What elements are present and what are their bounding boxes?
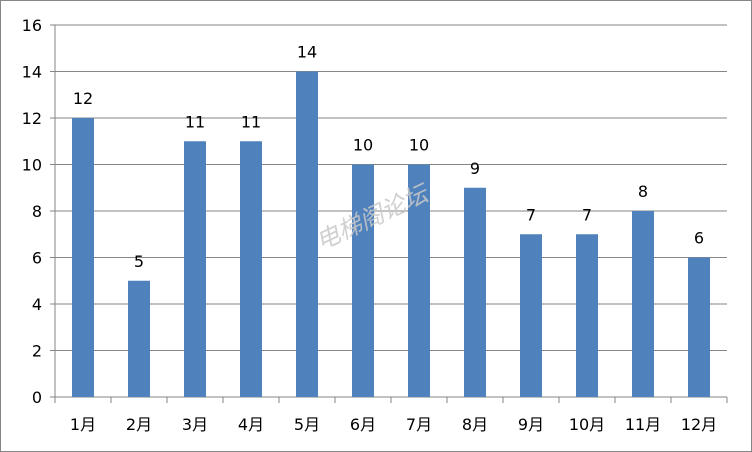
x-tick-label: 1月 xyxy=(70,415,96,434)
bar-8月 xyxy=(464,187,486,397)
data-label: 8 xyxy=(638,182,648,201)
data-label: 7 xyxy=(526,205,536,224)
x-tick-label: 10月 xyxy=(569,415,605,434)
bar-5月 xyxy=(296,71,318,397)
data-label: 9 xyxy=(470,159,480,178)
bar-12月 xyxy=(688,257,710,397)
bar-2月 xyxy=(128,280,150,397)
x-tick-label: 2月 xyxy=(126,415,152,434)
x-tick-label: 7月 xyxy=(406,415,432,434)
x-tick-label: 3月 xyxy=(182,415,208,434)
x-tick-label: 12月 xyxy=(681,415,717,434)
y-tick-label: 6 xyxy=(32,249,42,268)
data-label: 12 xyxy=(73,89,93,108)
x-tick-label: 4月 xyxy=(238,415,264,434)
bar-9月 xyxy=(520,234,542,397)
x-tick-label: 6月 xyxy=(350,415,376,434)
bar-3月 xyxy=(184,141,206,397)
y-tick-label: 10 xyxy=(22,156,42,175)
bar-11月 xyxy=(632,211,654,397)
x-tick-label: 5月 xyxy=(294,415,320,434)
y-tick-label: 2 xyxy=(32,342,42,361)
y-tick-label: 12 xyxy=(22,109,42,128)
y-tick-label: 4 xyxy=(32,295,42,314)
bar-6月 xyxy=(352,164,374,397)
x-tick-label: 9月 xyxy=(518,415,544,434)
data-label: 10 xyxy=(409,136,429,155)
y-tick-label: 8 xyxy=(32,202,42,221)
x-tick-label: 11月 xyxy=(625,415,661,434)
data-label: 14 xyxy=(297,43,317,62)
data-label: 10 xyxy=(353,136,373,155)
bar-7月 xyxy=(408,164,430,397)
y-tick-label: 14 xyxy=(22,63,42,82)
y-tick-label: 16 xyxy=(22,16,42,35)
y-tick-label: 0 xyxy=(32,388,42,407)
data-label: 11 xyxy=(185,112,205,131)
bar-4月 xyxy=(240,141,262,397)
bar-10月 xyxy=(576,234,598,397)
data-label: 5 xyxy=(134,252,144,271)
data-label: 11 xyxy=(241,112,261,131)
bar-1月 xyxy=(72,118,94,397)
x-tick-label: 8月 xyxy=(462,415,488,434)
data-label: 7 xyxy=(582,205,592,224)
data-label: 6 xyxy=(694,229,704,248)
